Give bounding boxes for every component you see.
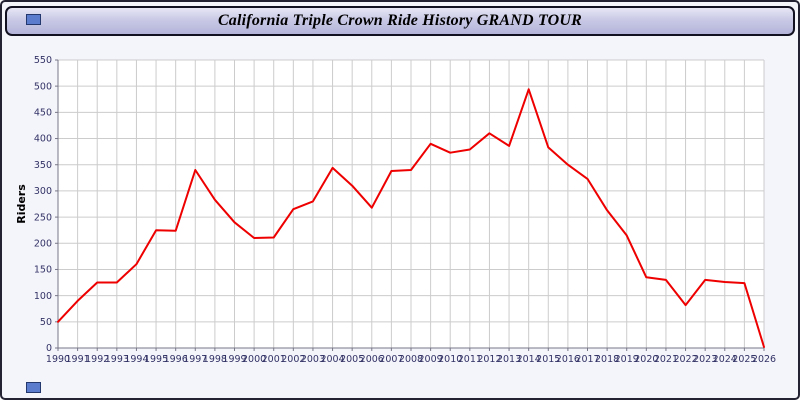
svg-text:1993: 1993 [105,354,129,365]
svg-text:2017: 2017 [575,354,599,365]
svg-text:200: 200 [34,238,52,249]
svg-text:2012: 2012 [477,354,501,365]
svg-text:2000: 2000 [242,354,266,365]
svg-text:2015: 2015 [536,354,560,365]
svg-text:1999: 1999 [222,354,246,365]
svg-text:1998: 1998 [203,354,227,365]
svg-text:250: 250 [34,212,52,223]
svg-text:500: 500 [34,81,52,92]
svg-text:2004: 2004 [320,354,344,365]
svg-text:2025: 2025 [732,354,756,365]
svg-text:2006: 2006 [360,354,384,365]
svg-text:2001: 2001 [262,354,286,365]
window-grip-bottom-icon [26,382,41,393]
svg-text:300: 300 [34,186,52,197]
svg-text:2014: 2014 [517,354,541,365]
svg-text:1995: 1995 [144,354,168,365]
svg-text:2005: 2005 [340,354,364,365]
svg-text:550: 550 [34,55,52,66]
svg-text:2010: 2010 [438,354,462,365]
svg-text:2008: 2008 [399,354,423,365]
svg-text:2002: 2002 [281,354,305,365]
svg-text:1990: 1990 [46,354,70,365]
svg-text:400: 400 [34,134,52,145]
svg-text:2003: 2003 [301,354,325,365]
window-grip-top-icon [26,14,41,25]
svg-text:2019: 2019 [615,354,639,365]
svg-text:1991: 1991 [66,354,90,365]
svg-text:150: 150 [34,265,52,276]
svg-text:2011: 2011 [458,354,482,365]
svg-text:2007: 2007 [379,354,403,365]
svg-text:2024: 2024 [713,354,737,365]
svg-text:2009: 2009 [419,354,443,365]
svg-text:100: 100 [34,291,52,302]
svg-text:350: 350 [34,160,52,171]
svg-text:1996: 1996 [164,354,188,365]
svg-text:450: 450 [34,108,52,119]
svg-text:2020: 2020 [634,354,658,365]
chart-panel: 0 50 100 150 200 250 300 350 400 450 500 550 1990 199… [10,42,794,388]
svg-text:2022: 2022 [673,354,697,365]
svg-text:50: 50 [40,317,52,328]
svg-text:2021: 2021 [654,354,678,365]
svg-text:0: 0 [46,343,52,354]
chart-title: California Triple Crown Ride History GRA… [217,12,583,29]
svg-text:2018: 2018 [595,354,619,365]
svg-text:1994: 1994 [124,354,148,365]
svg-text:1997: 1997 [183,354,207,365]
svg-text:2026: 2026 [752,354,776,365]
svg-text:2016: 2016 [556,354,580,365]
svg-text:1992: 1992 [85,354,109,365]
line-chart: 0501001502002503003504004505005501990199… [15,55,776,365]
title-bar: California Triple Crown Ride History GRA… [5,6,795,36]
svg-text:2023: 2023 [693,354,717,365]
svg-text:2013: 2013 [497,354,521,365]
svg-text:Riders: Riders [15,184,28,224]
